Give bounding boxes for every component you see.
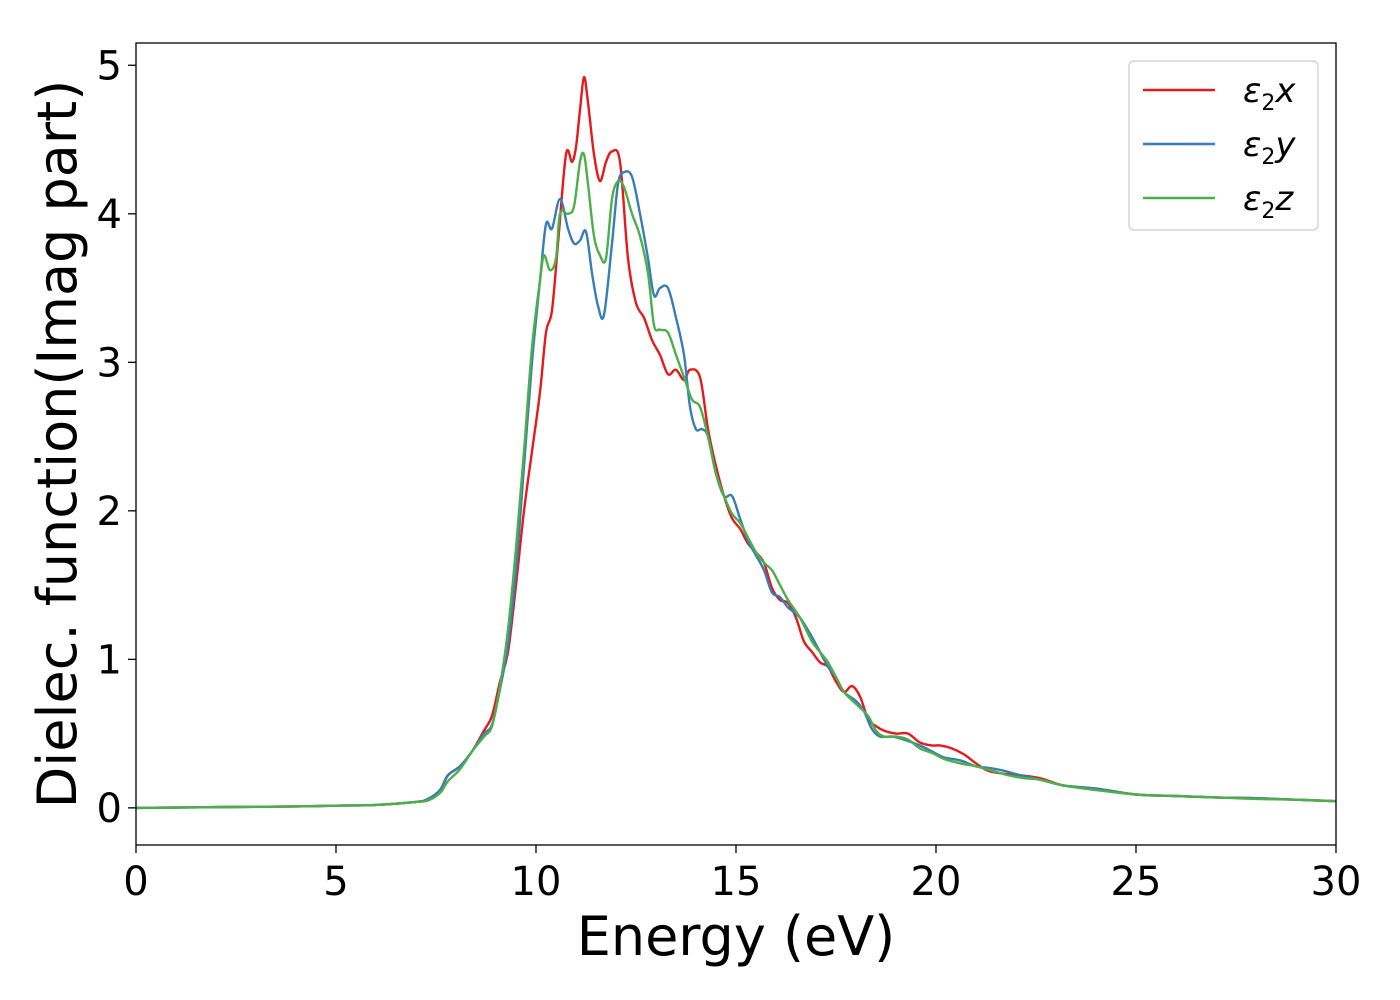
legend-box: [1128, 60, 1319, 231]
x-tick-label: 25: [1111, 859, 1162, 905]
x-tick-label: 20: [911, 859, 962, 905]
x-axis-title: Energy (eV): [577, 905, 896, 968]
y-ticks: 0 1 2 3 4 5: [97, 43, 136, 832]
series-line-z: [136, 151, 1336, 810]
y-tick-label: 1: [97, 637, 122, 683]
legend-label-z: ε2z: [1243, 179, 1294, 224]
x-ticks: 0 5 10 15 20 25 30: [123, 845, 1361, 905]
y-tick-label: 2: [97, 489, 122, 535]
legend-label-x: ε2x: [1243, 71, 1296, 116]
x-tick-label: 30: [1311, 859, 1362, 905]
x-tick-label: 10: [511, 859, 562, 905]
y-tick-label: 4: [97, 192, 122, 238]
y-tick-label: 0: [97, 786, 122, 832]
y-axis-title: Dielec. function(Imag part): [26, 80, 89, 809]
y-tick-label: 5: [97, 43, 122, 89]
x-tick-label: 0: [123, 859, 148, 905]
legend-label-y: ε2y: [1243, 125, 1296, 170]
y-tick-label: 3: [97, 340, 122, 386]
legend: ε2x ε2y ε2z: [1128, 60, 1319, 231]
series-lines: [136, 75, 1336, 810]
series-line-y: [136, 170, 1336, 810]
x-tick-label: 15: [711, 859, 762, 905]
x-tick-label: 5: [323, 859, 348, 905]
